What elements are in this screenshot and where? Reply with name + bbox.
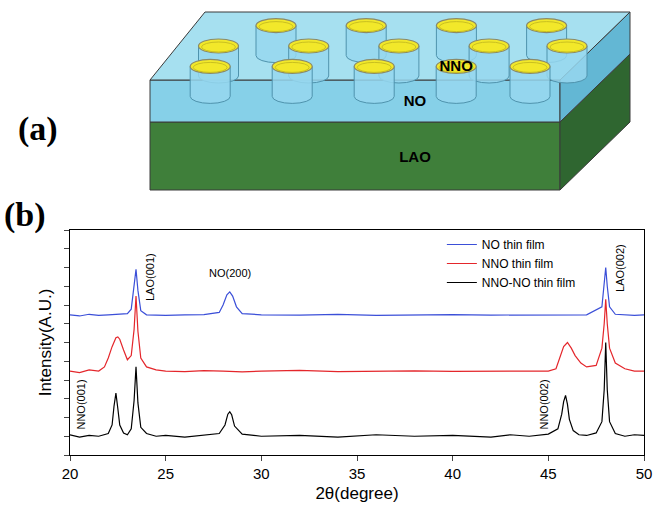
svg-text:50: 50	[636, 465, 653, 482]
svg-text:NO(200): NO(200)	[209, 267, 251, 279]
svg-text:40: 40	[444, 465, 461, 482]
html-text:(b): (b)	[4, 196, 46, 233]
svg-text:NNO(001): NNO(001)	[75, 379, 87, 429]
svg-text:25: 25	[157, 465, 174, 482]
svg-text:NO: NO	[404, 92, 427, 109]
svg-text:Intensity(A.U.): Intensity(A.U.)	[36, 289, 55, 397]
svg-text:NNO-NO thin film: NNO-NO thin film	[482, 276, 575, 290]
svg-text:2θ(degree): 2θ(degree)	[315, 484, 398, 503]
svg-text:NNO: NNO	[440, 57, 474, 74]
svg-text:NNO thin film: NNO thin film	[482, 257, 553, 271]
svg-text:30: 30	[253, 465, 270, 482]
svg-text:45: 45	[540, 465, 557, 482]
svg-text:NO thin film: NO thin film	[482, 238, 545, 252]
svg-text:NNO(002): NNO(002)	[538, 379, 550, 429]
html-text:(a): (a)	[18, 110, 58, 147]
svg-text:20: 20	[62, 465, 79, 482]
svg-text:35: 35	[349, 465, 366, 482]
svg-text:LAO: LAO	[399, 148, 431, 165]
svg-text:LAO(001): LAO(001)	[144, 253, 156, 301]
svg-text:LAO(002): LAO(002)	[614, 244, 626, 292]
